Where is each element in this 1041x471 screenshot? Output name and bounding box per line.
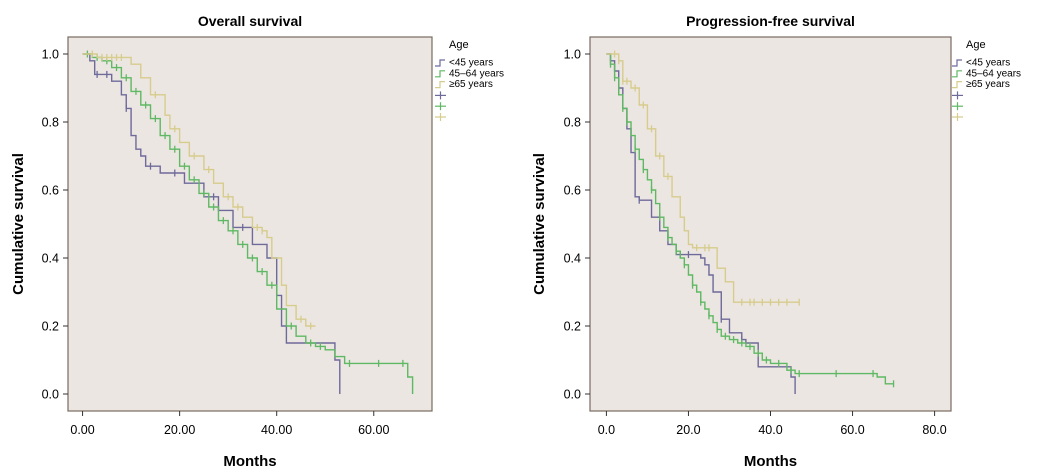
- y-tick-label: 1.0: [42, 48, 59, 62]
- y-tick-label: 0.6: [42, 184, 59, 198]
- progression-free-survival-chart: Progression-free survival 0.0 0.2 0.4 0.6 0.8…: [521, 0, 1041, 471]
- legend-line-symbol: [952, 81, 962, 89]
- survival-line: [82, 53, 341, 394]
- legend-line-symbol: [952, 59, 962, 67]
- survival-line: [82, 53, 316, 327]
- series-2: [606, 53, 895, 388]
- progression-free-survival-plot: Progression-free survival 0.0 0.2 0.4 0.6 0.8…: [531, 13, 1021, 470]
- legend-title: Age: [966, 39, 986, 51]
- chart-title: Overall survival: [198, 13, 302, 29]
- x-axis-label: Months: [223, 453, 276, 470]
- chart-title: Progression-free survival: [686, 13, 855, 29]
- series-2: [82, 50, 414, 394]
- overall-survival-plot: Overall survival 0.0 0.2 0.4 0.6 0.8 1.0 0.00 20…: [10, 13, 504, 470]
- legend-label: 45–64 years: [449, 68, 504, 79]
- plot-area: [589, 36, 952, 412]
- x-tick-label: 80.0: [922, 423, 946, 437]
- legend-title: Age: [449, 39, 469, 51]
- x-tick-label: 40.00: [261, 423, 292, 437]
- y-tick-label: 0.0: [564, 388, 581, 402]
- series-3: [82, 50, 316, 330]
- plot-area: [67, 36, 433, 412]
- legend-label: ≥65 years: [449, 79, 493, 90]
- survival-line: [606, 53, 894, 385]
- legend-line-symbol: [435, 70, 445, 78]
- legend-label: <45 years: [966, 58, 1010, 69]
- x-tick-label: 20.00: [164, 423, 195, 437]
- x-axis-label: Months: [744, 453, 797, 470]
- series-1: [82, 53, 341, 394]
- legend-line-symbol: [435, 81, 445, 89]
- y-tick-label: 0.2: [42, 320, 59, 334]
- y-tick-label: 1.0: [564, 48, 581, 62]
- y-tick-label: 0.8: [564, 116, 581, 130]
- x-tick-label: 40.0: [758, 423, 782, 437]
- legend-label: ≥65 years: [966, 79, 1010, 90]
- y-axis-label: Cumulative survival: [10, 153, 27, 295]
- overall-survival-chart: Overall survival 0.0 0.2 0.4 0.6 0.8 1.0 0.00 20…: [0, 0, 520, 471]
- x-tick-label: 20.0: [676, 423, 700, 437]
- legend-line-symbol: [435, 59, 445, 67]
- survival-line: [606, 53, 800, 303]
- x-tick-label: 0.0: [598, 423, 615, 437]
- y-tick-label: 0.6: [564, 184, 581, 198]
- y-tick-label: 0.4: [564, 252, 581, 266]
- y-tick-label: 0.0: [42, 388, 59, 402]
- x-tick-label: 0.00: [70, 423, 94, 437]
- y-tick-label: 0.4: [42, 252, 59, 266]
- x-tick-label: 60.00: [358, 423, 389, 437]
- legend-line-symbol: [952, 70, 962, 78]
- x-tick-label: 60.0: [840, 423, 864, 437]
- y-tick-label: 0.8: [42, 116, 59, 130]
- legend-label: <45 years: [449, 58, 493, 69]
- series-3: [606, 50, 800, 306]
- survival-line: [82, 53, 414, 394]
- y-axis-label: Cumulative survival: [531, 153, 548, 295]
- y-tick-label: 0.2: [564, 320, 581, 334]
- legend-label: 45–64 years: [966, 68, 1021, 79]
